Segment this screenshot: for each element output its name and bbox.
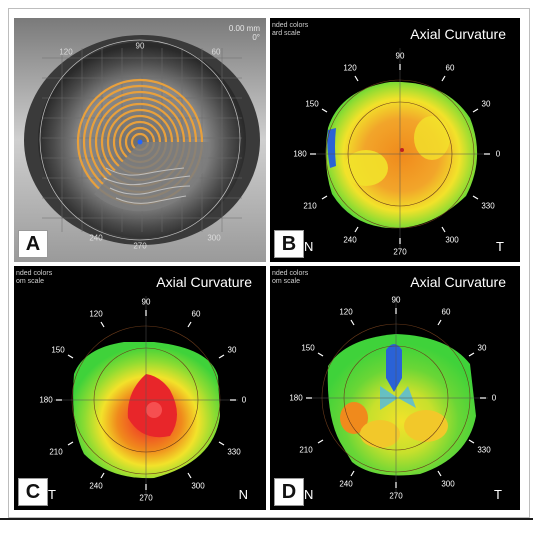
angle-label: 90 <box>391 295 401 305</box>
angle-label: 330 <box>477 445 491 455</box>
placido-eye-image <box>14 18 266 262</box>
angle-label: 150 <box>51 345 65 355</box>
angle-label: 240 <box>339 479 353 489</box>
panel-a-placido-photo: 0.00 mm 0° 120 90 60 270 240 300 A <box>14 18 266 262</box>
ring-label: 90 <box>135 41 145 51</box>
angle-label: 150 <box>301 343 315 353</box>
color-scale-legend: nded colors ard scale <box>272 22 308 38</box>
legend-line: om scale <box>16 278 45 285</box>
scale-mm-label: 0.00 mm <box>228 24 260 33</box>
angle-label: 210 <box>303 201 317 211</box>
panel-c-topography-map: nded colors om scale Axial Curvature 90 … <box>14 266 266 510</box>
angle-ticks <box>306 308 486 488</box>
angle-label: 210 <box>299 445 313 455</box>
panel-letter-b: B <box>274 230 304 258</box>
angle-label: 120 <box>343 63 357 73</box>
scale-angle-label: 0° <box>252 33 260 42</box>
color-scale-legend: nded colors om scale <box>272 270 308 286</box>
legend-line: ard scale <box>272 30 301 37</box>
angle-label: 300 <box>445 235 459 245</box>
angle-label: 0 <box>241 395 247 405</box>
angle-label: 300 <box>191 481 205 491</box>
angle-label: 30 <box>481 99 491 109</box>
axial-curvature-map-c <box>54 296 238 498</box>
angle-label: 240 <box>343 235 357 245</box>
angle-ticks <box>56 310 236 490</box>
angle-label: 300 <box>441 479 455 489</box>
angle-label: 120 <box>89 309 103 319</box>
side-label-right: T <box>496 239 504 254</box>
legend-line: nded colors <box>272 270 309 277</box>
angle-label: 90 <box>395 51 405 61</box>
panel-letter-d: D <box>274 478 304 506</box>
angle-label: 60 <box>441 307 451 317</box>
angle-label: 30 <box>227 345 237 355</box>
bottom-divider <box>0 518 533 520</box>
axial-curvature-map-b <box>310 48 490 250</box>
angle-label: 0 <box>491 393 497 403</box>
ring-label: 270 <box>133 241 147 251</box>
angle-label: 270 <box>139 493 153 503</box>
panel-letter-c: C <box>18 478 48 506</box>
angle-label: 180 <box>39 395 53 405</box>
axial-curvature-map-d <box>306 296 488 498</box>
panel-b-topography-map: nded colors ard scale Axial Curvature 90… <box>270 18 520 262</box>
side-label-left: N <box>304 239 314 254</box>
color-scale-legend: nded colors om scale <box>16 270 52 286</box>
side-label-right: T <box>494 487 502 502</box>
ring-label: 240 <box>89 233 103 243</box>
angle-label: 120 <box>339 307 353 317</box>
angle-label: 180 <box>293 149 307 159</box>
angle-label: 270 <box>393 247 407 257</box>
map-title: Axial Curvature <box>410 274 506 290</box>
angle-label: 330 <box>227 447 241 457</box>
side-label-left: T <box>48 487 56 502</box>
angle-label: 210 <box>49 447 63 457</box>
map-title: Axial Curvature <box>410 26 506 42</box>
ring-label: 60 <box>211 47 221 57</box>
panel-a-scale-readout: 0.00 mm 0° <box>229 24 260 42</box>
angle-ticks <box>310 64 490 244</box>
side-label-left: N <box>304 487 314 502</box>
angle-label: 90 <box>141 297 151 307</box>
side-label-right: N <box>238 487 248 502</box>
angle-label: 60 <box>191 309 201 319</box>
ring-label: 300 <box>207 233 221 243</box>
angle-label: 0 <box>495 149 501 159</box>
angle-label: 180 <box>289 393 303 403</box>
angle-label: 330 <box>481 201 495 211</box>
map-title: Axial Curvature <box>156 274 252 290</box>
angle-label: 270 <box>389 491 403 501</box>
panel-d-topography-map: nded colors om scale Axial Curvature 90 … <box>270 266 520 510</box>
legend-line: om scale <box>272 278 301 285</box>
angle-label: 60 <box>445 63 455 73</box>
ring-label: 120 <box>59 47 73 57</box>
angle-label: 240 <box>89 481 103 491</box>
angle-label: 30 <box>477 343 487 353</box>
panel-letter-a: A <box>18 230 48 258</box>
angle-label: 150 <box>305 99 319 109</box>
legend-line: nded colors <box>272 22 309 29</box>
legend-line: nded colors <box>16 270 53 277</box>
